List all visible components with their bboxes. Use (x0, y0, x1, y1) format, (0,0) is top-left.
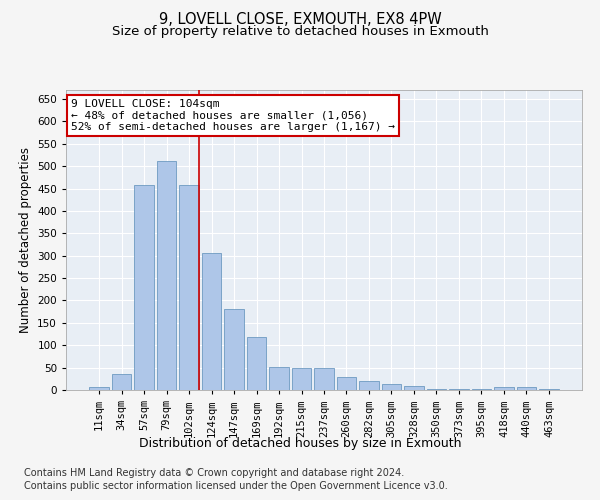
Text: 9 LOVELL CLOSE: 104sqm
← 48% of detached houses are smaller (1,056)
52% of semi-: 9 LOVELL CLOSE: 104sqm ← 48% of detached… (71, 99, 395, 132)
Bar (112, 374, 131, 390)
Bar (449, 388, 469, 390)
Text: Contains public sector information licensed under the Open Government Licence v3: Contains public sector information licen… (24, 481, 448, 491)
Bar (224, 310, 244, 390)
Bar (404, 386, 424, 390)
Y-axis label: Number of detached properties: Number of detached properties (19, 147, 32, 333)
Bar (427, 388, 446, 390)
Bar (382, 384, 401, 390)
Text: Size of property relative to detached houses in Exmouth: Size of property relative to detached ho… (112, 25, 488, 38)
Bar (337, 378, 356, 390)
Bar (247, 337, 266, 390)
Bar (314, 368, 334, 390)
Bar (269, 366, 289, 390)
Bar (89, 387, 109, 390)
Text: 9, LOVELL CLOSE, EXMOUTH, EX8 4PW: 9, LOVELL CLOSE, EXMOUTH, EX8 4PW (158, 12, 442, 28)
Bar (539, 388, 559, 390)
Bar (359, 381, 379, 390)
Text: Distribution of detached houses by size in Exmouth: Distribution of detached houses by size … (139, 438, 461, 450)
Bar (134, 186, 154, 390)
Bar (179, 186, 199, 390)
Bar (517, 388, 536, 390)
Bar (472, 388, 491, 390)
Bar (292, 368, 311, 390)
Text: Contains HM Land Registry data © Crown copyright and database right 2024.: Contains HM Land Registry data © Crown c… (24, 468, 404, 477)
Bar (157, 160, 176, 390)
Bar (202, 254, 221, 390)
Bar (494, 388, 514, 390)
